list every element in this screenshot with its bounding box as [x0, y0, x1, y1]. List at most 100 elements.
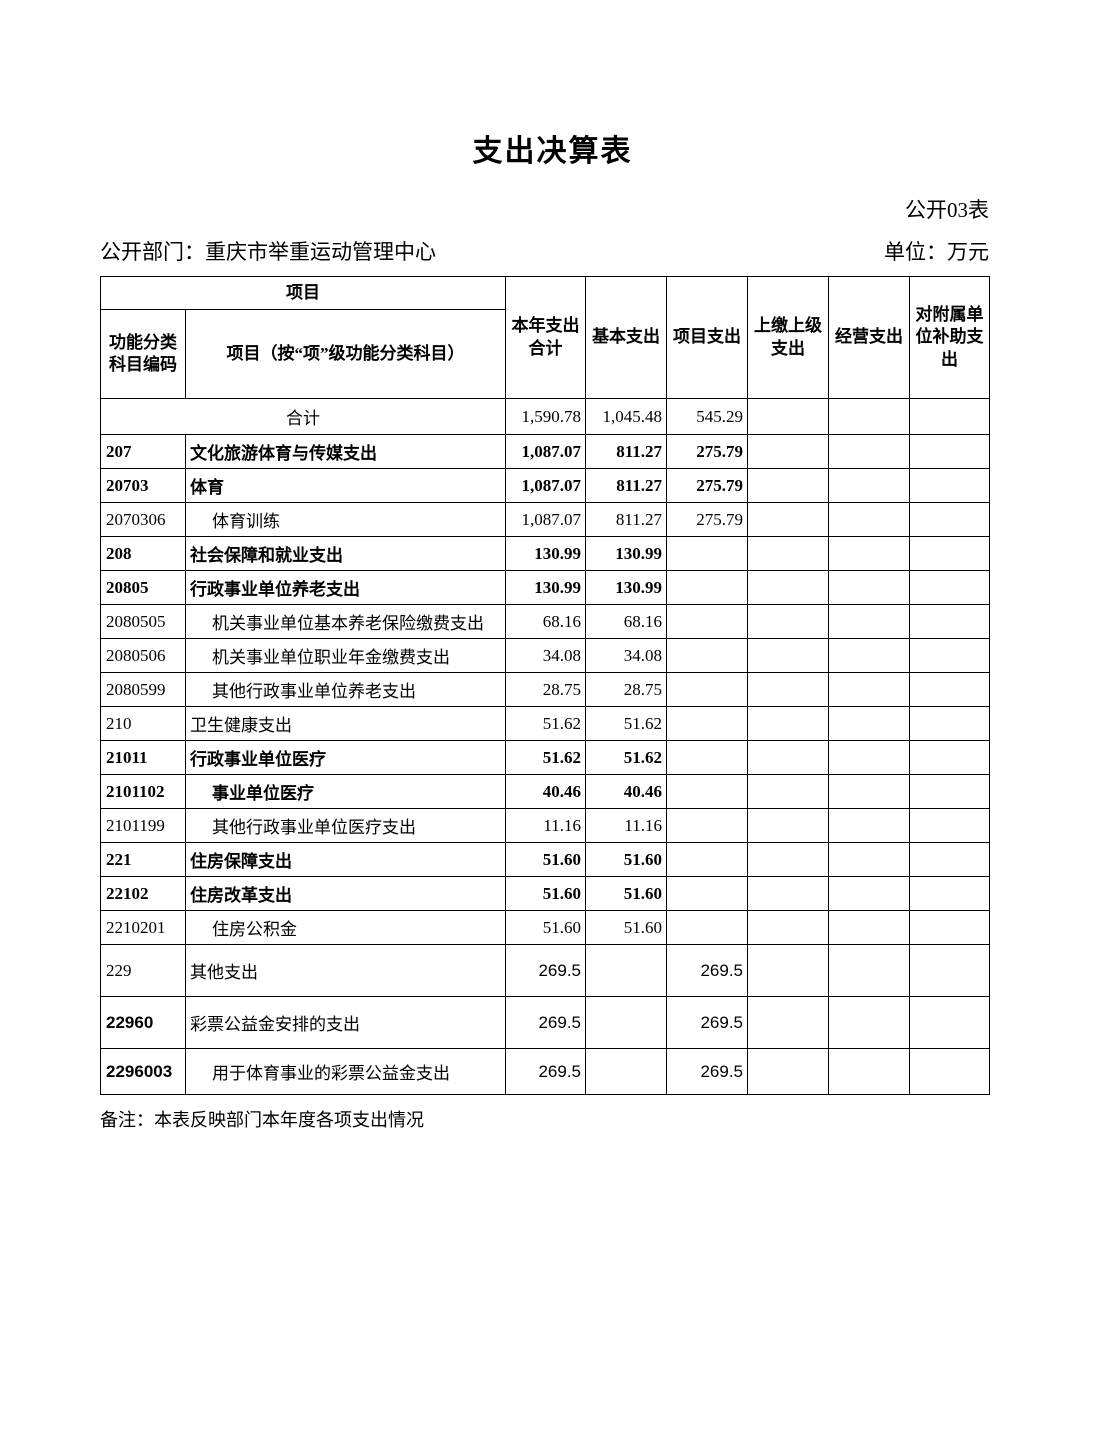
- cell-value: [666, 740, 748, 775]
- cell-value: 130.99: [585, 536, 667, 571]
- cell-value: [666, 604, 748, 639]
- cell-value: [828, 570, 910, 605]
- cell-item-name: 文化旅游体育与传媒支出: [185, 434, 506, 469]
- table-row: 22102 住房改革支出 51.60 51.60: [100, 876, 990, 911]
- cell-item-name: 用于体育事业的彩票公益金支出: [185, 1048, 506, 1095]
- cell-value: 269.5: [505, 1048, 586, 1095]
- cell-value: [747, 944, 829, 997]
- cell-value: [828, 638, 910, 673]
- cell-value: [909, 604, 990, 639]
- cell-value: [828, 910, 910, 945]
- cell-value: [585, 1048, 667, 1095]
- cell-item-name: 其他支出: [185, 944, 506, 997]
- cell-value: 28.75: [505, 672, 586, 707]
- col-header-total-expenditure: 本年支出合计: [505, 276, 586, 399]
- cell-value: [828, 842, 910, 877]
- cell-value: [747, 672, 829, 707]
- cell-total-label: 合计: [100, 398, 506, 435]
- cell-value: [909, 706, 990, 741]
- note: 备注：本表反映部门本年度各项支出情况: [100, 1110, 424, 1130]
- cell-value: [585, 996, 667, 1049]
- cell-value: [747, 842, 829, 877]
- cell-value: [747, 876, 829, 911]
- cell-value: [666, 808, 748, 843]
- cell-value: [909, 434, 990, 469]
- cell-value: [747, 434, 829, 469]
- table-row: 2210201 住房公积金 51.60 51.60: [100, 910, 990, 945]
- cell-code: 2101102: [100, 774, 186, 809]
- cell-value: [747, 570, 829, 605]
- cell-value: [828, 468, 910, 503]
- department-label: 公开部门：重庆市举重运动管理中心: [100, 240, 436, 264]
- cell-value: [666, 910, 748, 945]
- cell-value: [747, 468, 829, 503]
- table-row: 2080506 机关事业单位职业年金缴费支出 34.08 34.08: [100, 638, 990, 673]
- cell-code: 20703: [100, 468, 186, 503]
- meta-line: 公开部门：重庆市举重运动管理中心 单位：万元: [100, 236, 989, 266]
- col-header-item-name: 项目（按“项”级功能分类科目）: [185, 309, 506, 399]
- cell-value: 34.08: [585, 638, 667, 673]
- cell-value: [666, 774, 748, 809]
- cell-value: 51.62: [585, 740, 667, 775]
- cell-value: 811.27: [585, 468, 667, 503]
- cell-code: 210: [100, 706, 186, 741]
- cell-code: 2080599: [100, 672, 186, 707]
- cell-code: 229: [100, 944, 186, 997]
- cell-value: 269.5: [505, 996, 586, 1049]
- cell-value: 275.79: [666, 468, 748, 503]
- cell-value: [909, 1048, 990, 1095]
- cell-code: 2070306: [100, 502, 186, 537]
- page-title: 支出决算表: [472, 135, 633, 168]
- cell-value: 11.16: [585, 808, 667, 843]
- table-code-label: 公开03表: [905, 198, 989, 222]
- cell-value: [828, 740, 910, 775]
- cell-item-name: 体育训练: [185, 502, 506, 537]
- cell-item-name: 社会保障和就业支出: [185, 536, 506, 571]
- cell-value: 68.16: [585, 604, 667, 639]
- cell-value: 269.5: [666, 1048, 748, 1095]
- cell-value: 1,087.07: [505, 468, 586, 503]
- cell-value: [828, 996, 910, 1049]
- cell-code: 22102: [100, 876, 186, 911]
- table-row: 2070306 体育训练 1,087.07 811.27 275.79: [100, 502, 990, 537]
- cell-value: 68.16: [505, 604, 586, 639]
- cell-code: 2101199: [100, 808, 186, 843]
- cell-code: 2080506: [100, 638, 186, 673]
- cell-value: 34.08: [505, 638, 586, 673]
- cell-value: [909, 842, 990, 877]
- cell-value: [747, 740, 829, 775]
- table-row: 20805 行政事业单位养老支出 130.99 130.99: [100, 570, 990, 605]
- cell-value: [909, 468, 990, 503]
- table-row: 207 文化旅游体育与传媒支出 1,087.07 811.27 275.79: [100, 434, 990, 469]
- cell-value: 130.99: [505, 570, 586, 605]
- table-row: 221 住房保障支出 51.60 51.60: [100, 842, 990, 877]
- col-header-basic-expenditure: 基本支出: [585, 276, 667, 399]
- cell-item-name: 住房改革支出: [185, 876, 506, 911]
- cell-value: 40.46: [585, 774, 667, 809]
- cell-value: [828, 706, 910, 741]
- col-header-upturned-expenditure: 上缴上级支出: [747, 276, 829, 399]
- cell-value: [828, 808, 910, 843]
- cell-value: 51.60: [585, 876, 667, 911]
- cell-value: 11.16: [505, 808, 586, 843]
- cell-value: 275.79: [666, 434, 748, 469]
- cell-value: [909, 502, 990, 537]
- cell-value: 1,045.48: [585, 398, 667, 435]
- cell-value: 51.62: [585, 706, 667, 741]
- cell-value: [909, 876, 990, 911]
- cell-value: [585, 944, 667, 997]
- cell-value: [666, 672, 748, 707]
- cell-value: [909, 672, 990, 707]
- cell-value: [828, 876, 910, 911]
- cell-value: [828, 1048, 910, 1095]
- cell-value: [747, 638, 829, 673]
- cell-value: 51.60: [585, 842, 667, 877]
- cell-code: 221: [100, 842, 186, 877]
- cell-value: [666, 842, 748, 877]
- table-row: 229 其他支出 269.5 269.5: [100, 944, 990, 997]
- cell-code: 2080505: [100, 604, 186, 639]
- cell-item-name: 住房保障支出: [185, 842, 506, 877]
- table-row: 208 社会保障和就业支出 130.99 130.99: [100, 536, 990, 571]
- cell-value: [747, 1048, 829, 1095]
- cell-item-name: 机关事业单位职业年金缴费支出: [185, 638, 506, 673]
